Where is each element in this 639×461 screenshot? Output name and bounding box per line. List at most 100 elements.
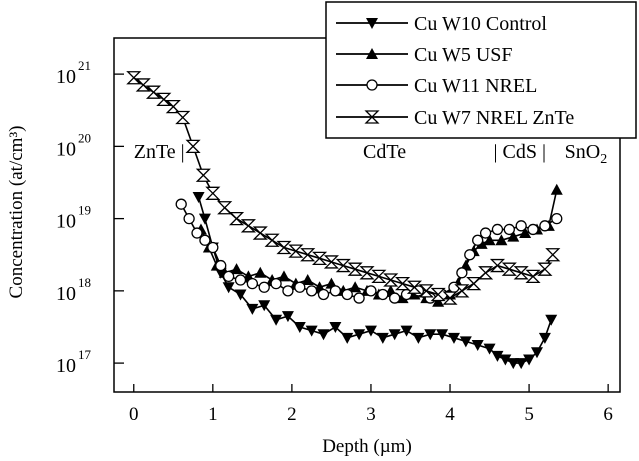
y-tick-label: 10 [56, 66, 76, 88]
series-4-point [288, 244, 304, 258]
series-3-point [317, 288, 330, 301]
series-3-point [258, 281, 270, 293]
series-4-point [359, 266, 375, 280]
series-1-point [198, 213, 211, 225]
series-1-point [329, 321, 342, 333]
series-3-point [353, 292, 365, 304]
series-3-point [365, 285, 377, 297]
x-axis-ticks: 0 1 2 3 4 5 6 [129, 384, 613, 425]
series-1-point [376, 332, 389, 344]
y-tick-exponent: 18 [78, 275, 91, 290]
series-3-point [329, 285, 342, 297]
series-3-point [491, 223, 504, 236]
series-3-point [527, 223, 539, 236]
series-4-point [323, 255, 339, 269]
y-tick-label: 10 [56, 355, 76, 377]
series-2-point [254, 266, 267, 278]
series-1-point [447, 332, 460, 344]
series-4-point [195, 168, 211, 182]
series-1-point [222, 282, 235, 294]
x-tick-label: 5 [524, 404, 534, 425]
series-4-point [300, 248, 316, 262]
x-tick-label: 0 [129, 404, 139, 425]
series-4-point [430, 287, 446, 302]
legend-label: Cu W7 NREL ZnTe [414, 107, 574, 129]
region-label: ZnTe | [134, 141, 185, 163]
series-4-point [276, 240, 292, 255]
series-1-point [400, 325, 413, 337]
series-4-point [347, 262, 363, 276]
series-4-point [501, 262, 517, 276]
series-1-point [388, 329, 401, 341]
series-4-point [264, 233, 280, 247]
x-tick-label: 4 [445, 404, 455, 425]
series-3-point [234, 274, 247, 286]
series-4-point [311, 251, 328, 265]
series-4-point [478, 266, 494, 280]
series-4-point [383, 273, 399, 287]
series-1-point [483, 343, 496, 355]
series-4-point [406, 280, 423, 294]
region-label: CdTe [363, 141, 406, 163]
series-4-point [466, 276, 482, 291]
series-4-point [240, 219, 256, 233]
series-3-point [246, 277, 259, 290]
series-3-point [479, 227, 492, 239]
series-4-point [442, 291, 458, 305]
legend-label: Cu W10 Control [414, 13, 547, 35]
series-1-point [353, 329, 366, 341]
series-1-point [317, 329, 330, 341]
series-4-point [545, 248, 561, 262]
series-1-point [459, 336, 472, 348]
series-4-point [418, 284, 434, 298]
series-1-point [545, 314, 558, 326]
series-3-point [282, 285, 294, 297]
series-4-point [395, 276, 411, 291]
series-1-point [293, 321, 306, 333]
region-label: SnO2 [565, 141, 608, 167]
series-3-point [456, 267, 468, 279]
legend-marker [366, 48, 378, 59]
series-2-point [301, 274, 314, 286]
series-3-point [199, 234, 211, 246]
series-4-point [228, 211, 245, 226]
series-4-point [335, 258, 351, 273]
series-1-point [436, 329, 449, 341]
series-2-point [550, 183, 563, 195]
series-1-point [515, 358, 528, 370]
series-4-point [126, 71, 142, 85]
series-4-point [371, 269, 387, 284]
series-1-point [507, 358, 520, 370]
series-1-point [424, 329, 437, 341]
series-3-point [539, 220, 551, 232]
series-3-point [191, 227, 203, 239]
series-4-point [165, 99, 181, 114]
y-axis-label: Concentration (at/cm³) [6, 126, 27, 299]
series-4-point [185, 139, 201, 154]
region-annotations: ZnTe | CdTe | CdS | SnO2 [134, 141, 607, 167]
legend: Cu W10 Control Cu W5 USF Cu W11 NREL Cu W7 … [325, 1, 637, 139]
series-1-point [364, 325, 377, 337]
series-1-point [471, 340, 484, 352]
x-tick-label: 2 [287, 404, 297, 425]
series-2-point [495, 234, 508, 246]
legend-box [325, 1, 637, 139]
series-1-point [192, 191, 205, 203]
series-2-point [349, 281, 362, 293]
series-3-point [389, 292, 401, 304]
series-4-point [454, 284, 470, 298]
y-tick-exponent: 19 [78, 203, 91, 218]
series-markers [126, 71, 563, 370]
series-1-point [341, 332, 354, 344]
region-label: | CdS | [494, 141, 546, 163]
series-4-point [205, 186, 221, 200]
series-1-point [270, 314, 283, 326]
series-1-point [499, 354, 512, 366]
series-3-point [222, 270, 235, 283]
series-3-point [270, 277, 282, 290]
series-2-point [519, 227, 532, 239]
series-3-point [175, 198, 187, 210]
series-4-point [489, 258, 506, 273]
